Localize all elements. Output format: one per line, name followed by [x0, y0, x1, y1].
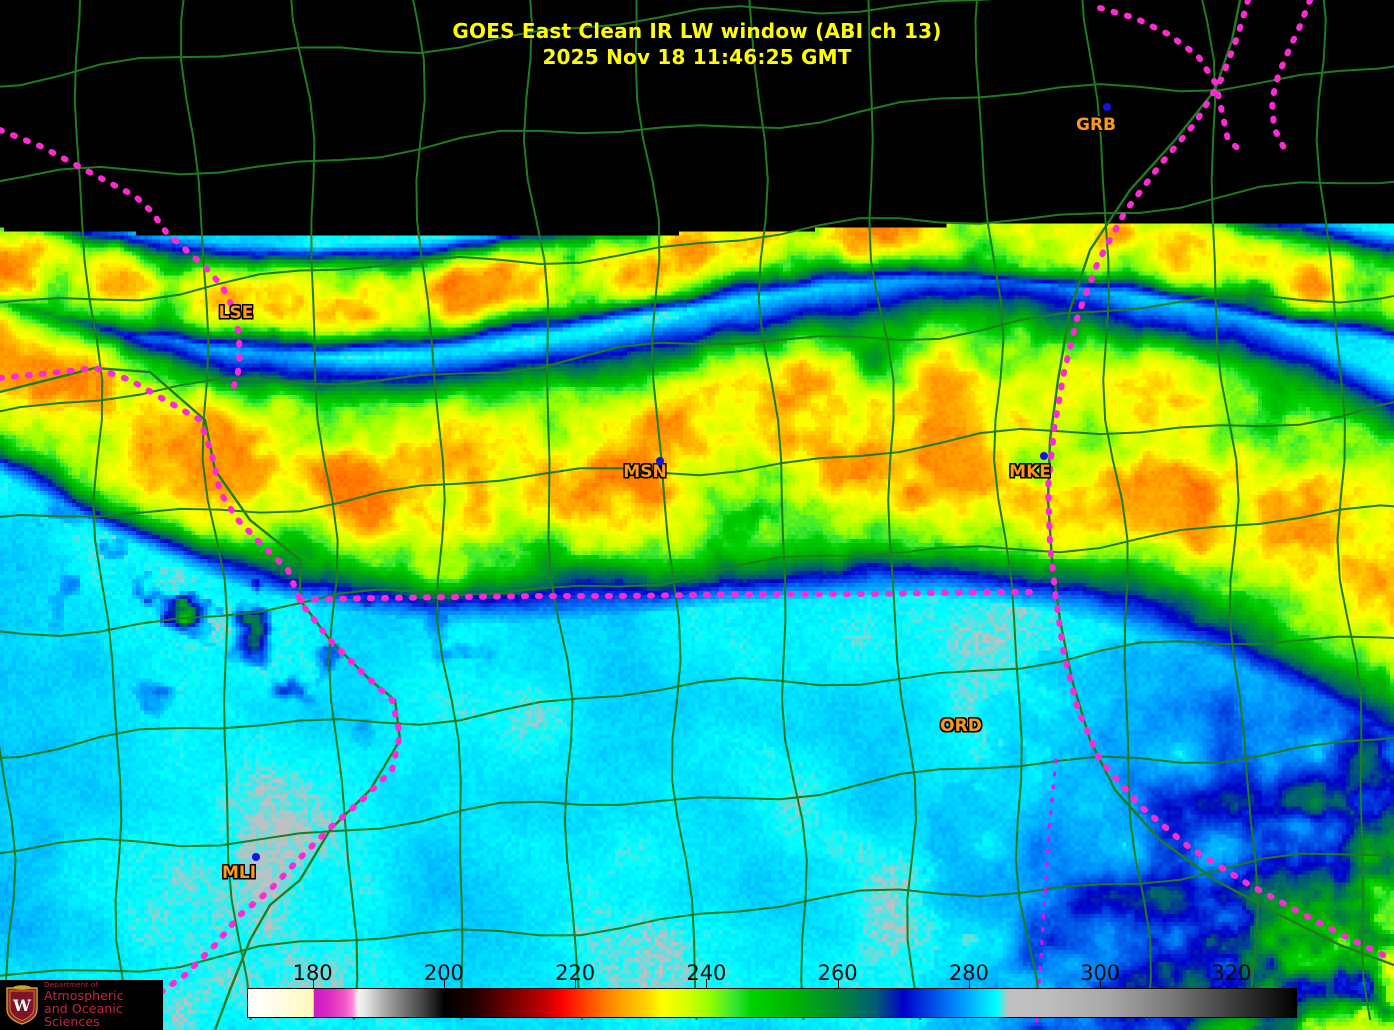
city-marker-mke [1040, 452, 1048, 460]
uw-crest-icon: W [6, 985, 38, 1025]
colorbar-tickmark-300 [1100, 979, 1102, 988]
colorbar-tickmark-280 [968, 979, 970, 988]
city-label-ord: ORD [940, 716, 982, 736]
colorbar-tickmark-220 [575, 979, 577, 988]
city-marker-msn [656, 457, 664, 465]
colorbar-tickmark-320 [1231, 979, 1233, 988]
colorbar-tickmark-180 [312, 979, 314, 988]
colorbar-tickmark-200 [443, 979, 445, 988]
colorbar[interactable] [247, 988, 1297, 1018]
logo-department-line: Department of [44, 980, 98, 989]
city-label-mli: MLI [221, 863, 257, 883]
city-marker-grb [1103, 103, 1111, 111]
city-label-mke: MKE [1009, 462, 1051, 482]
logo-line-atmospheric: Atmospheric [44, 987, 124, 1003]
svg-text:W: W [12, 996, 32, 1015]
colorbar-tickmark-240 [706, 979, 708, 988]
colorbar-gradient [247, 988, 1297, 1018]
uw-aos-logo: W Department of Atmospheric and Oceanic … [0, 980, 163, 1030]
city-label-grb: GRB [1075, 115, 1117, 135]
city-label-msn: MSN [623, 462, 667, 482]
colorbar-tickmark-260 [837, 979, 839, 988]
city-label-lse: LSE [218, 303, 254, 323]
city-marker-mli [252, 853, 260, 861]
logo-line-oceanic: and Oceanic Sciences [44, 1001, 123, 1029]
